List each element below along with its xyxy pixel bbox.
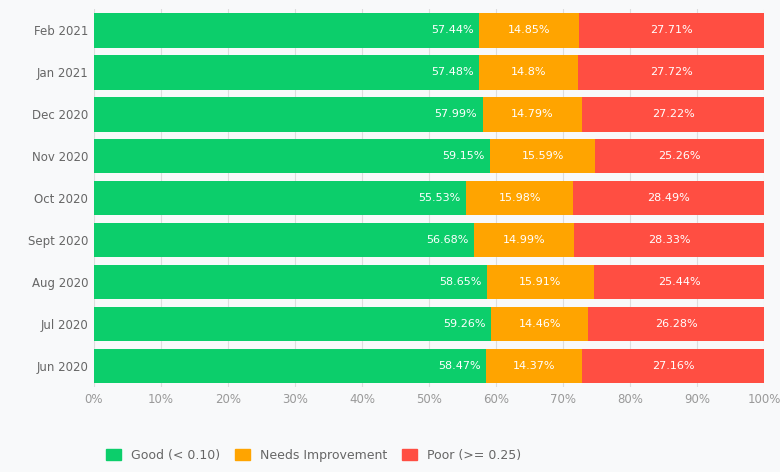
Text: 25.44%: 25.44% [658, 277, 700, 287]
Text: 27.71%: 27.71% [651, 25, 693, 35]
Text: 57.99%: 57.99% [434, 110, 477, 119]
Text: 28.33%: 28.33% [648, 235, 690, 245]
Bar [595, 139, 764, 174]
Bar [94, 349, 486, 383]
Text: 28.49%: 28.49% [647, 193, 690, 203]
Text: 15.98%: 15.98% [498, 193, 541, 203]
Bar [588, 307, 764, 341]
Bar [491, 139, 595, 174]
Text: 59.15%: 59.15% [442, 152, 485, 161]
Bar [473, 223, 574, 257]
Bar [573, 181, 764, 215]
Bar [582, 97, 764, 132]
Text: 25.26%: 25.26% [658, 152, 701, 161]
Text: 56.68%: 56.68% [426, 235, 469, 245]
Bar [579, 13, 764, 48]
Bar [479, 13, 579, 48]
Text: 58.65%: 58.65% [439, 277, 482, 287]
Bar [491, 307, 588, 341]
Bar [594, 265, 764, 299]
Text: 27.16%: 27.16% [652, 361, 694, 371]
Bar [94, 55, 479, 90]
Bar [579, 55, 764, 90]
Text: 14.99%: 14.99% [503, 235, 545, 245]
Bar [94, 181, 466, 215]
Text: 14.46%: 14.46% [519, 319, 561, 329]
Bar [94, 97, 483, 132]
Text: 15.91%: 15.91% [519, 277, 562, 287]
Text: 58.47%: 58.47% [438, 361, 480, 371]
Text: 15.59%: 15.59% [522, 152, 564, 161]
Bar [94, 13, 479, 48]
Text: 59.26%: 59.26% [443, 319, 486, 329]
Legend: Good (< 0.10), Needs Improvement, Poor (>= 0.25): Good (< 0.10), Needs Improvement, Poor (… [100, 442, 528, 468]
Text: 57.44%: 57.44% [431, 25, 473, 35]
Bar [94, 223, 473, 257]
Text: 57.48%: 57.48% [431, 67, 473, 77]
Bar [487, 265, 594, 299]
Bar [479, 55, 579, 90]
Text: 14.79%: 14.79% [511, 110, 554, 119]
Bar [574, 223, 764, 257]
Text: 14.37%: 14.37% [512, 361, 555, 371]
Bar [466, 181, 573, 215]
Text: 14.85%: 14.85% [508, 25, 550, 35]
Bar [94, 139, 491, 174]
Text: 27.22%: 27.22% [652, 110, 694, 119]
Bar [483, 97, 582, 132]
Bar [582, 349, 764, 383]
Text: 26.28%: 26.28% [655, 319, 697, 329]
Text: 27.72%: 27.72% [650, 67, 693, 77]
Text: 14.8%: 14.8% [511, 67, 547, 77]
Bar [94, 265, 487, 299]
Text: 55.53%: 55.53% [419, 193, 461, 203]
Bar [486, 349, 582, 383]
Bar [94, 307, 491, 341]
